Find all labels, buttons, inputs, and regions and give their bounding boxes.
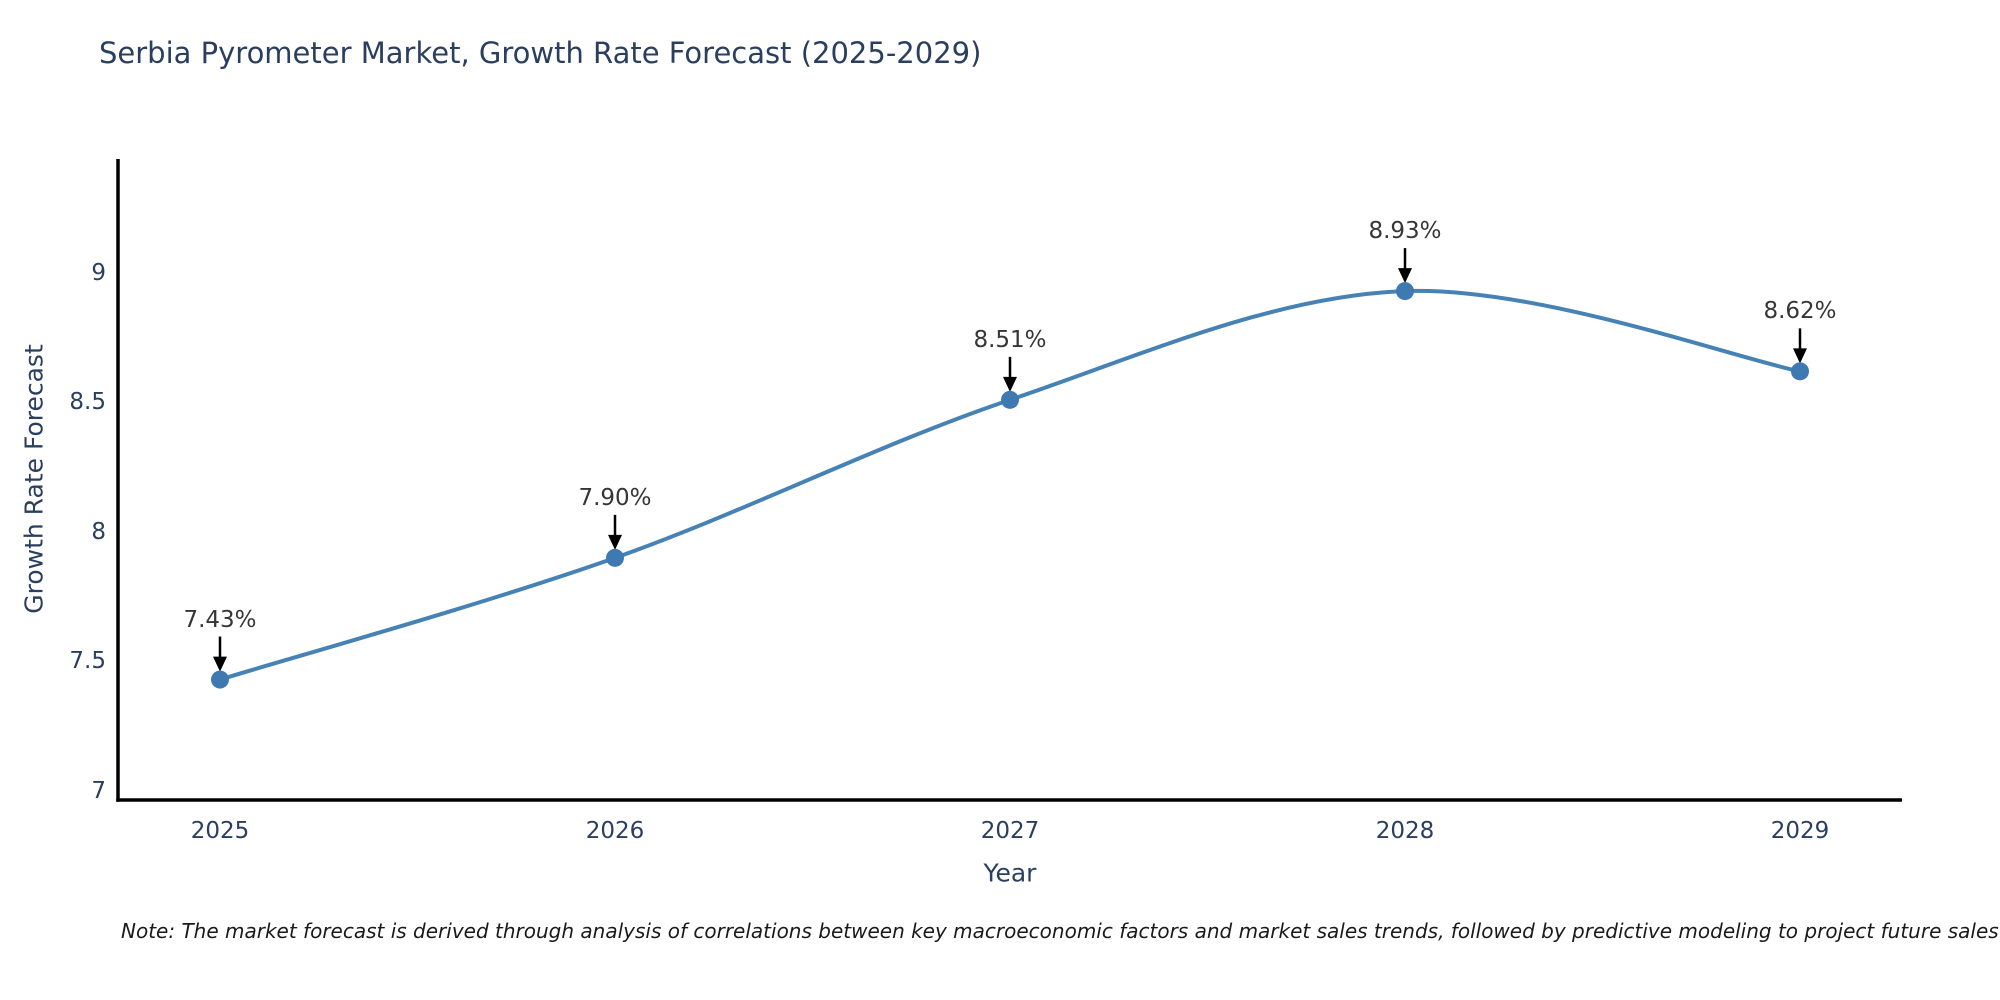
annotation-arrowhead <box>213 656 227 672</box>
data-point-marker <box>1001 390 1019 409</box>
y-tick-label: 8 <box>91 518 106 545</box>
x-axis-title: Year <box>983 858 1037 888</box>
x-tick-label: 2025 <box>190 818 250 844</box>
annotation-arrowhead <box>1398 268 1412 284</box>
data-point-marker <box>1791 362 1809 381</box>
data-point-marker <box>211 670 229 689</box>
chart-title: Serbia Pyrometer Market, Growth Rate For… <box>99 36 982 70</box>
data-point-marker <box>1396 282 1414 301</box>
annotation-arrowhead <box>1003 376 1017 392</box>
x-tick-label: 2027 <box>980 818 1040 844</box>
annotation-label: 7.90% <box>578 484 652 511</box>
x-tick-label: 2028 <box>1375 818 1435 844</box>
x-tick-label: 2029 <box>1770 818 1830 844</box>
annotation-arrowhead <box>608 534 622 550</box>
x-tick-label: 2026 <box>585 818 645 844</box>
y-tick-label: 8.5 <box>69 389 106 416</box>
y-tick-label: 9 <box>91 259 106 286</box>
annotation-label: 8.51% <box>973 326 1047 353</box>
data-point-marker <box>606 548 624 567</box>
annotation-arrowhead <box>1793 348 1807 364</box>
annotation-label: 8.62% <box>1763 298 1837 325</box>
annotation-label: 7.43% <box>183 606 257 633</box>
y-tick-label: 7.5 <box>69 648 106 675</box>
footnote: Note: The market forecast is derived thr… <box>121 919 1999 943</box>
y-tick-label: 7 <box>91 777 106 804</box>
annotation-label: 8.93% <box>1368 218 1442 245</box>
